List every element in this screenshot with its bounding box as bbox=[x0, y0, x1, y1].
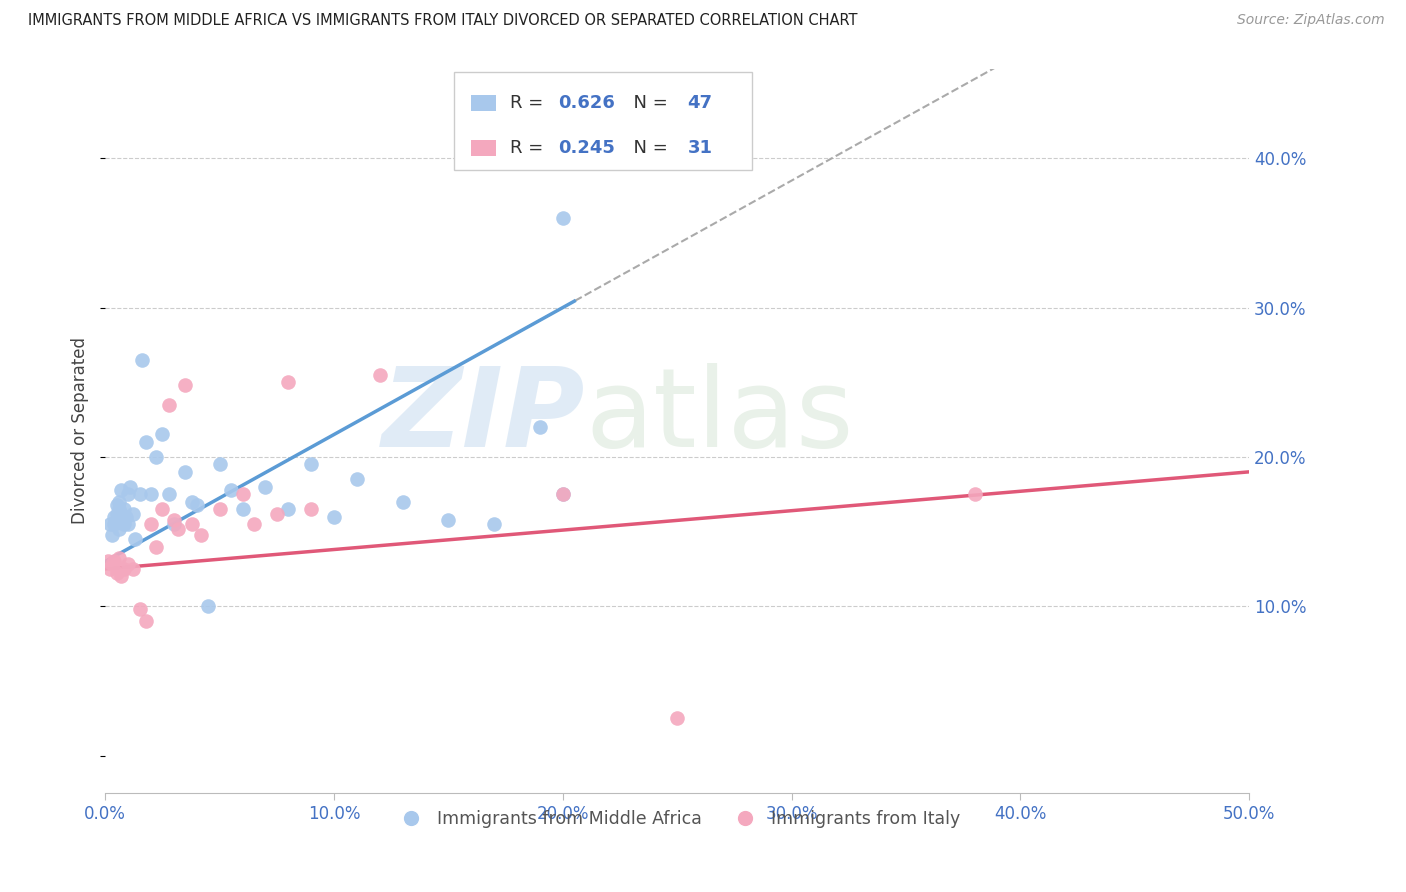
Point bbox=[139, 517, 162, 532]
FancyBboxPatch shape bbox=[454, 72, 752, 170]
Point bbox=[139, 487, 162, 501]
Point bbox=[219, 483, 242, 497]
Point bbox=[190, 527, 212, 541]
Point bbox=[96, 554, 118, 568]
Text: R =: R = bbox=[510, 95, 550, 112]
Point bbox=[277, 375, 299, 389]
Point bbox=[197, 599, 219, 614]
Point bbox=[231, 502, 253, 516]
Text: 31: 31 bbox=[688, 139, 713, 157]
Point bbox=[145, 540, 167, 554]
Point bbox=[346, 472, 368, 486]
Text: ZIP: ZIP bbox=[382, 363, 586, 470]
Point bbox=[437, 513, 460, 527]
Bar bbox=[471, 95, 496, 112]
Y-axis label: Divorced or Separated: Divorced or Separated bbox=[72, 337, 89, 524]
Point bbox=[98, 562, 121, 576]
Point bbox=[110, 569, 132, 583]
Point bbox=[128, 487, 150, 501]
Point bbox=[208, 502, 231, 516]
Point bbox=[108, 494, 131, 508]
Point bbox=[103, 509, 125, 524]
Point bbox=[121, 507, 143, 521]
Point bbox=[135, 434, 157, 449]
Point bbox=[551, 487, 574, 501]
Text: IMMIGRANTS FROM MIDDLE AFRICA VS IMMIGRANTS FROM ITALY DIVORCED OR SEPARATED COR: IMMIGRANTS FROM MIDDLE AFRICA VS IMMIGRA… bbox=[28, 13, 858, 29]
Point bbox=[529, 420, 551, 434]
Bar bbox=[471, 140, 496, 156]
Point bbox=[105, 507, 128, 521]
Point bbox=[482, 517, 505, 532]
Point bbox=[110, 507, 132, 521]
Point bbox=[163, 517, 186, 532]
Point bbox=[114, 509, 136, 524]
Point bbox=[124, 532, 146, 546]
Point bbox=[120, 480, 142, 494]
Point bbox=[152, 427, 174, 442]
Point bbox=[181, 494, 204, 508]
Point bbox=[277, 502, 299, 516]
Point bbox=[112, 562, 135, 576]
Point bbox=[299, 458, 322, 472]
Point bbox=[208, 458, 231, 472]
Text: atlas: atlas bbox=[586, 363, 855, 470]
Point bbox=[167, 522, 190, 536]
Point bbox=[110, 483, 132, 497]
Point bbox=[299, 502, 322, 516]
Point bbox=[117, 558, 139, 572]
Point bbox=[103, 554, 125, 568]
Point bbox=[135, 614, 157, 628]
Point bbox=[152, 502, 174, 516]
Point bbox=[551, 211, 574, 225]
Point bbox=[117, 517, 139, 532]
Point bbox=[323, 509, 346, 524]
Point bbox=[963, 487, 986, 501]
Point bbox=[145, 450, 167, 464]
Point bbox=[174, 465, 197, 479]
Point bbox=[108, 522, 131, 536]
Point bbox=[186, 498, 208, 512]
Text: 0.245: 0.245 bbox=[558, 139, 616, 157]
Point bbox=[101, 558, 124, 572]
Point bbox=[105, 498, 128, 512]
Point bbox=[174, 378, 197, 392]
Point bbox=[128, 602, 150, 616]
Text: N =: N = bbox=[623, 139, 673, 157]
Text: 0.626: 0.626 bbox=[558, 95, 616, 112]
Point bbox=[368, 368, 391, 382]
Point bbox=[112, 517, 135, 532]
Point bbox=[131, 352, 153, 367]
Text: Source: ZipAtlas.com: Source: ZipAtlas.com bbox=[1237, 13, 1385, 28]
Point bbox=[121, 562, 143, 576]
Point bbox=[666, 711, 689, 725]
Point bbox=[551, 487, 574, 501]
Point bbox=[163, 513, 186, 527]
Point bbox=[98, 517, 121, 532]
Legend: Immigrants from Middle Africa, Immigrants from Italy: Immigrants from Middle Africa, Immigrant… bbox=[387, 803, 967, 835]
Point bbox=[157, 398, 180, 412]
Text: N =: N = bbox=[623, 95, 673, 112]
Point bbox=[101, 527, 124, 541]
Point bbox=[231, 487, 253, 501]
Point bbox=[391, 494, 413, 508]
Point bbox=[112, 502, 135, 516]
Point bbox=[157, 487, 180, 501]
Text: R =: R = bbox=[510, 139, 550, 157]
Point bbox=[108, 551, 131, 566]
Point bbox=[243, 517, 266, 532]
Point bbox=[105, 513, 128, 527]
Point bbox=[105, 566, 128, 581]
Point bbox=[181, 517, 204, 532]
Point bbox=[266, 507, 288, 521]
Point bbox=[254, 480, 277, 494]
Point bbox=[117, 487, 139, 501]
Point bbox=[108, 502, 131, 516]
Text: 47: 47 bbox=[688, 95, 713, 112]
Point bbox=[110, 513, 132, 527]
Point bbox=[103, 517, 125, 532]
